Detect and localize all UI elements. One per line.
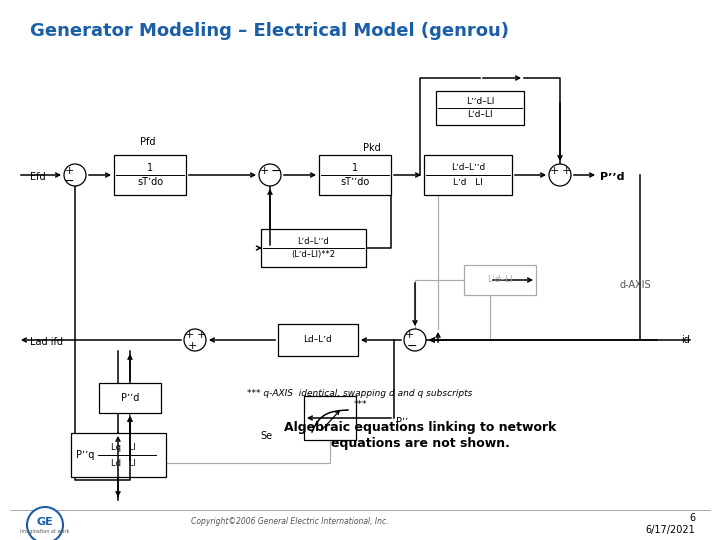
Bar: [319, 155, 391, 195]
Bar: [261, 229, 366, 267]
Text: Lʼd   Ll: Lʼd Ll: [453, 178, 483, 187]
Text: ***: ***: [354, 401, 366, 409]
Text: +: +: [562, 166, 571, 176]
Text: Copyright©2006 General Electric International, Inc.: Copyright©2006 General Electric Internat…: [192, 517, 389, 526]
Text: −: −: [407, 340, 418, 353]
Text: 6: 6: [689, 513, 695, 523]
Bar: [464, 265, 536, 295]
Text: imagination at work: imagination at work: [20, 529, 70, 534]
Text: sTʼdo: sTʼdo: [137, 177, 163, 187]
Text: Pʼʼd: Pʼʼd: [600, 172, 624, 182]
Text: equations are not shown.: equations are not shown.: [330, 436, 510, 449]
Text: Lad ifd: Lad ifd: [30, 337, 63, 347]
Text: (Lʼd–Ll)**2: (Lʼd–Ll)**2: [291, 251, 335, 259]
Text: +: +: [187, 341, 197, 351]
Text: Pkd: Pkd: [363, 143, 381, 153]
Bar: [278, 324, 358, 356]
Bar: [114, 155, 186, 195]
Text: Generator Modeling – Electrical Model (genrou): Generator Modeling – Electrical Model (g…: [30, 22, 509, 40]
Bar: [424, 155, 512, 195]
Text: 1: 1: [352, 163, 358, 173]
Text: Pʼʼq: Pʼʼq: [76, 450, 94, 460]
Text: Pʼʼ: Pʼʼ: [396, 417, 408, 427]
Text: Pfd: Pfd: [140, 137, 156, 147]
Text: +: +: [259, 166, 269, 176]
Text: 6/17/2021: 6/17/2021: [645, 525, 695, 535]
Text: Pʼʼd: Pʼʼd: [121, 393, 139, 403]
Text: +: +: [197, 330, 206, 340]
Text: Lq   Ll: Lq Ll: [111, 442, 135, 451]
Bar: [99, 383, 161, 413]
Text: GE: GE: [37, 517, 53, 527]
Text: sTʼʼdo: sTʼʼdo: [341, 177, 369, 187]
Text: 1: 1: [147, 163, 153, 173]
Text: −: −: [271, 165, 282, 178]
Text: Se: Se: [260, 431, 272, 441]
Text: Lʼd–Ll: Lʼd–Ll: [487, 275, 513, 285]
Text: Ld–Lʼd: Ld–Lʼd: [304, 335, 333, 345]
Bar: [436, 91, 524, 125]
Circle shape: [259, 164, 281, 186]
Text: Algebraic equations linking to network: Algebraic equations linking to network: [284, 422, 556, 435]
Text: +: +: [184, 330, 194, 340]
Text: Lʼʼd–Ll: Lʼʼd–Ll: [466, 97, 494, 106]
Text: Ld   Ll: Ld Ll: [111, 458, 135, 468]
Bar: [304, 396, 356, 440]
Circle shape: [404, 329, 426, 351]
Text: id: id: [681, 335, 690, 345]
Text: +: +: [549, 166, 559, 176]
Text: Lʼd–Lʼʼd: Lʼd–Lʼʼd: [297, 237, 329, 246]
Text: *** q-AXIS  identical, swapping d and q subscripts: *** q-AXIS identical, swapping d and q s…: [247, 388, 473, 397]
Bar: [71, 433, 166, 477]
Text: +: +: [64, 166, 73, 176]
Text: Efd: Efd: [30, 172, 45, 182]
Text: d-AXIS: d-AXIS: [620, 280, 652, 290]
Text: +: +: [405, 330, 414, 340]
Circle shape: [64, 164, 86, 186]
Circle shape: [27, 507, 63, 540]
Text: Lʼd–Ll: Lʼd–Ll: [467, 110, 492, 119]
Text: Lʼd–Lʼʼd: Lʼd–Lʼʼd: [451, 163, 485, 172]
Text: −: −: [64, 174, 74, 187]
Circle shape: [549, 164, 571, 186]
Circle shape: [184, 329, 206, 351]
